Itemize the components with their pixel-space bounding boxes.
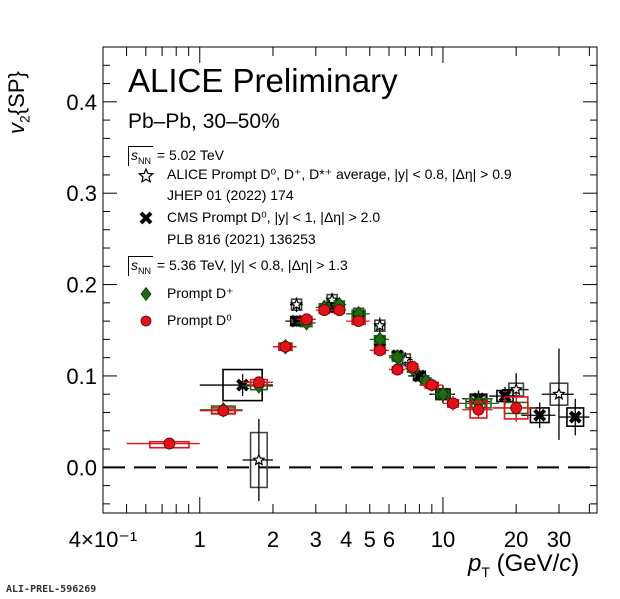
legend-entry-dplus: Prompt D⁺	[167, 285, 234, 301]
y-tick-label: 0.0	[66, 455, 97, 480]
red-circle-point	[510, 402, 523, 414]
legend-entry-dzero: Prompt D⁰	[167, 312, 232, 328]
chart-title: ALICE Preliminary	[128, 62, 398, 99]
x-tick-label: 5	[364, 527, 376, 552]
legend-marker-open-star	[137, 167, 155, 183]
open-star-point	[552, 387, 566, 400]
plot-frame	[102, 46, 598, 514]
legend-energy-502-value: = 5.02 TeV	[156, 147, 224, 163]
x-tick-label: 3	[310, 527, 322, 552]
legend-energy-502: sNN = 5.02 TeV	[128, 146, 224, 166]
legend-entry-cms-ref: PLB 816 (2021) 136253	[167, 231, 316, 247]
cross-point	[498, 389, 512, 403]
red-circle-point	[373, 344, 386, 357]
cross-point	[533, 408, 547, 422]
x-tick-label: 20	[504, 527, 528, 552]
red-circle-point	[425, 379, 438, 391]
legend-entry-alice-avg: ALICE Prompt D⁰, D⁺, D*⁺ average, |y| < …	[167, 166, 512, 182]
y-tick-label: 0.2	[66, 273, 97, 298]
legend-marker-red-circle	[140, 315, 152, 327]
y-axis-label: v2{SP}	[4, 71, 33, 134]
red-circle-point	[472, 403, 485, 416]
red-circle-point	[318, 304, 331, 317]
legend-marker-cross	[139, 211, 153, 225]
red-circle-point	[217, 404, 230, 417]
cross-point	[290, 314, 303, 328]
x-tick-label: 30	[547, 527, 571, 552]
red-circle-point	[391, 363, 404, 376]
red-circle-point	[163, 437, 176, 450]
legend-energy-536: sNN = 5.36 TeV, |y| < 0.8, |Δη| > 1.3	[128, 256, 348, 276]
red-circle-point	[406, 360, 419, 373]
legend-energy-536-value: = 5.36 TeV, |y| < 0.8, |Δη| > 1.3	[156, 257, 348, 273]
red-circle-point	[300, 313, 313, 326]
x-tick-label: 2	[267, 527, 279, 552]
red-circle-point	[333, 304, 346, 317]
x-tick-label: 6	[383, 527, 395, 552]
legend-entry-cms: CMS Prompt D⁰, |y| < 1, |Δη| > 2.0	[167, 209, 381, 225]
x-tick-label: 4	[340, 527, 352, 552]
sqrt-snn-symbol: sNN	[128, 146, 153, 166]
cross-point	[568, 410, 582, 424]
legend-marker-green-diamond	[140, 286, 152, 302]
sqrt-snn-symbol-2: sNN	[128, 256, 153, 276]
open-star-point	[373, 318, 387, 332]
red-circle-point	[252, 376, 265, 389]
red-circle-point	[279, 340, 292, 353]
open-star-point	[252, 452, 266, 466]
x-tick-label: 1	[194, 527, 206, 552]
red-circle-point	[447, 397, 459, 410]
x-axis-label: pT (GeV/c)	[468, 550, 580, 580]
red-circle-point	[352, 315, 365, 328]
legend-entry-alice-ref: JHEP 01 (2022) 174	[167, 187, 294, 203]
figure-id-footer: ALI-PREL-596269	[6, 584, 97, 595]
x-tick-label: 10	[431, 527, 455, 552]
green-diamond-point	[436, 386, 449, 403]
chart-subtitle: Pb–Pb, 30–50%	[128, 110, 280, 133]
y-tick-label: 0.4	[66, 90, 97, 115]
x-tick-label: 4×10⁻¹	[69, 527, 138, 552]
open-star-point	[289, 297, 304, 311]
y-tick-label: 0.3	[66, 181, 97, 206]
y-tick-label: 0.1	[66, 364, 97, 389]
